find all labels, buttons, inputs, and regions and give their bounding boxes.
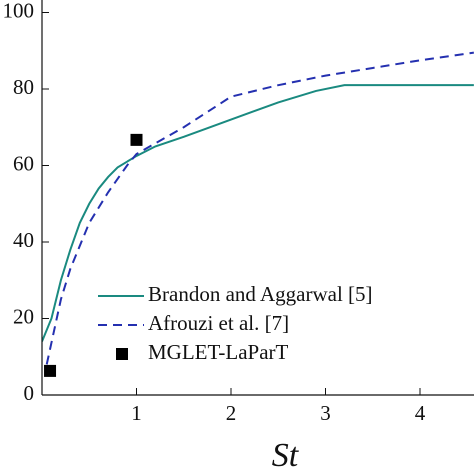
- y-tick-label: 40: [13, 228, 34, 252]
- plot-area: [42, 51, 474, 377]
- y-tick-label: 0: [24, 381, 35, 405]
- legend-label: Afrouzi et al. [7]: [148, 311, 289, 335]
- x-tick-label: 4: [415, 401, 426, 425]
- x-tick-label: 2: [226, 401, 237, 425]
- x-tick-label: 1: [131, 401, 142, 425]
- y-tick-label: 20: [13, 304, 34, 328]
- y-tick-label: 80: [13, 75, 34, 99]
- legend-marker: [116, 348, 128, 360]
- x-tick-label: 3: [320, 401, 331, 425]
- y-tick-label: 60: [13, 151, 34, 175]
- series-line: [45, 51, 474, 365]
- x-axis-label: St: [272, 437, 300, 474]
- marker: [130, 133, 143, 146]
- marker: [44, 364, 57, 377]
- legend-label: Brandon and Aggarwal [5]: [148, 282, 373, 306]
- legend-label: MGLET-LaParT: [148, 340, 289, 364]
- y-tick-label: 100: [3, 0, 35, 22]
